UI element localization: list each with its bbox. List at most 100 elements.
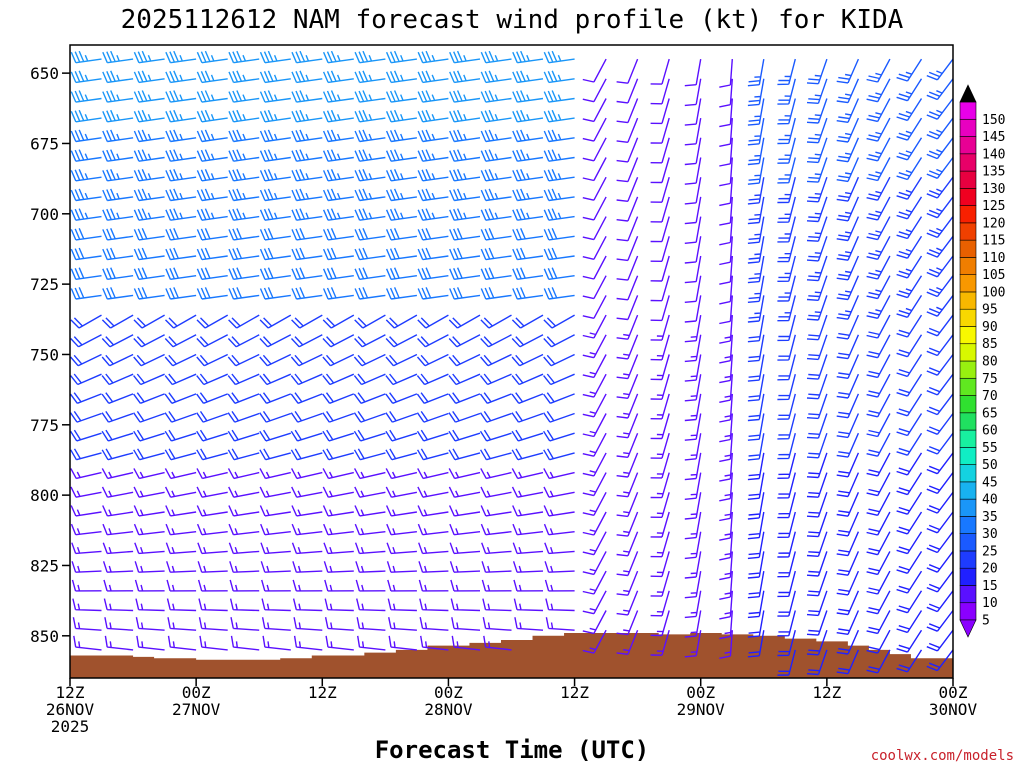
wind-barb — [196, 90, 228, 103]
wind-barb — [719, 295, 733, 325]
wind-barb — [227, 353, 260, 367]
colorbar-swatch — [959, 585, 977, 604]
wind-barb — [419, 617, 449, 631]
wind-barb — [926, 58, 953, 81]
wind-barb — [166, 598, 197, 612]
wind-barb — [926, 98, 953, 120]
wind-barb — [866, 58, 891, 83]
wind-barb — [582, 176, 607, 201]
wind-barb — [836, 295, 860, 320]
wind-barb — [806, 176, 828, 203]
wind-barb — [616, 629, 639, 655]
wind-barb — [719, 78, 733, 108]
wind-barb — [480, 468, 512, 480]
wind-barb — [582, 393, 607, 418]
wind-barb — [684, 236, 702, 264]
wind-barb — [291, 486, 323, 498]
wind-barb — [385, 314, 418, 329]
wind-barb — [684, 314, 702, 343]
wind-barb — [133, 90, 165, 103]
wind-barb — [480, 208, 512, 221]
wind-barb — [684, 98, 702, 126]
wind-barb — [926, 117, 953, 140]
wind-barb — [386, 542, 417, 555]
wind-barb — [165, 505, 197, 517]
wind-barb — [747, 177, 765, 205]
wind-barb — [866, 452, 891, 477]
wind-barb — [448, 505, 481, 517]
wind-barb — [616, 610, 639, 636]
wind-barb — [449, 129, 481, 143]
wind-barb — [102, 129, 134, 143]
wind-barb — [543, 109, 575, 123]
wind-barb — [896, 393, 923, 417]
wind-barb — [543, 373, 575, 386]
wind-barb — [747, 196, 765, 225]
wind-barb — [806, 295, 828, 321]
wind-barb — [926, 629, 953, 652]
wind-barb — [291, 90, 323, 103]
colorbar-label: 70 — [982, 389, 998, 404]
wind-barb — [196, 169, 228, 182]
wind-barb — [926, 649, 953, 672]
colorbar-swatch — [959, 377, 977, 396]
wind-barb — [512, 90, 544, 103]
wind-barb — [101, 373, 134, 386]
wind-barb — [70, 429, 102, 442]
wind-barb — [582, 629, 607, 654]
wind-barb — [133, 373, 165, 386]
wind-barb — [196, 129, 228, 143]
wind-barb — [836, 413, 860, 439]
wind-barb — [777, 413, 796, 440]
wind-barb — [543, 208, 575, 221]
wind-barb — [290, 334, 323, 348]
wind-barb — [259, 267, 291, 280]
wind-barb — [448, 353, 481, 367]
wind-barb — [896, 196, 923, 220]
wind-barb — [353, 468, 386, 480]
colorbar-swatch — [959, 257, 977, 275]
wind-barb — [133, 149, 165, 162]
wind-barb — [719, 393, 733, 423]
wind-barb — [512, 287, 544, 300]
wind-barb — [616, 590, 639, 616]
wind-barb — [417, 149, 449, 162]
colorbar-swatch — [959, 188, 977, 206]
wind-barb — [616, 413, 639, 439]
wind-barb — [650, 58, 670, 85]
wind-barb — [836, 492, 860, 517]
wind-barb — [385, 392, 418, 404]
wind-barb — [543, 70, 575, 84]
wind-barb — [866, 373, 891, 398]
credit-text[interactable]: coolwx.com/models — [871, 748, 1014, 764]
colorbar-label: 25 — [982, 544, 998, 559]
wind-barb — [806, 314, 828, 341]
wind-barb — [417, 486, 449, 498]
wind-barb — [806, 373, 828, 400]
wind-barb — [616, 196, 639, 222]
wind-barb — [259, 314, 292, 329]
wind-barb — [385, 287, 417, 300]
wind-barb — [449, 267, 481, 280]
wind-barb — [357, 635, 386, 651]
wind-barb — [259, 353, 292, 367]
wind-barb — [650, 137, 670, 164]
wind-barb — [196, 353, 229, 367]
x-tick-label: 26NOV — [46, 700, 95, 719]
wind-barb — [582, 58, 607, 83]
wind-barb — [511, 314, 544, 329]
y-tick-label: 750 — [30, 345, 59, 364]
wind-barb — [896, 255, 923, 279]
wind-barb — [385, 247, 417, 261]
wind-barb — [134, 561, 165, 573]
colorbar-swatch — [959, 412, 977, 431]
wind-barb — [70, 70, 102, 84]
wind-barb — [354, 287, 386, 300]
wind-barb — [101, 468, 134, 480]
wind-barb — [719, 334, 733, 364]
wind-barb — [196, 314, 229, 329]
wind-barb — [926, 452, 953, 475]
terrain-area — [70, 632, 953, 678]
wind-barb — [322, 188, 354, 202]
colorbar: 5 10 15 20 25 30 35 40 45 50 55 60 65 70 75 80 85 90 95 100… — [959, 84, 1005, 638]
